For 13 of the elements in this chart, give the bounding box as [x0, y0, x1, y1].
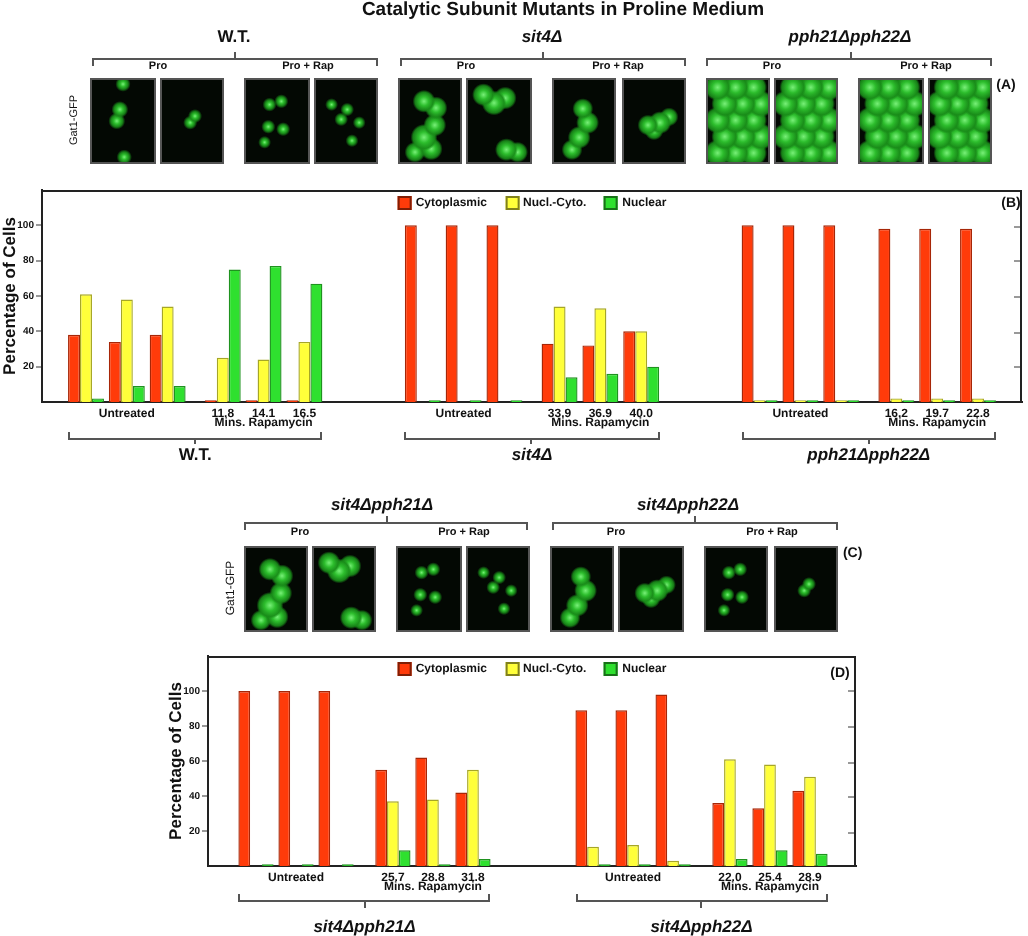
text: W.T.: [217, 25, 251, 46]
text: sit4Δpph21Δ: [313, 914, 416, 935]
text: sit4Δ: [521, 25, 563, 46]
text: W.T.: [178, 443, 212, 464]
text: sit4Δ: [511, 443, 553, 464]
text: sit4Δpph22Δ: [650, 914, 753, 935]
y-axis-title: Percentage of Cells: [164, 681, 185, 840]
chart-title: Catalytic Subunit Mutants in Proline Medium: [361, 0, 765, 21]
text: pph21Δpph22Δ: [807, 443, 931, 464]
y-axis-title: Percentage of Cells: [0, 216, 19, 375]
text: pph21Δpph22Δ: [788, 25, 912, 46]
text: sit4Δpph21Δ: [330, 493, 434, 514]
text: sit4Δpph22Δ: [636, 493, 740, 514]
